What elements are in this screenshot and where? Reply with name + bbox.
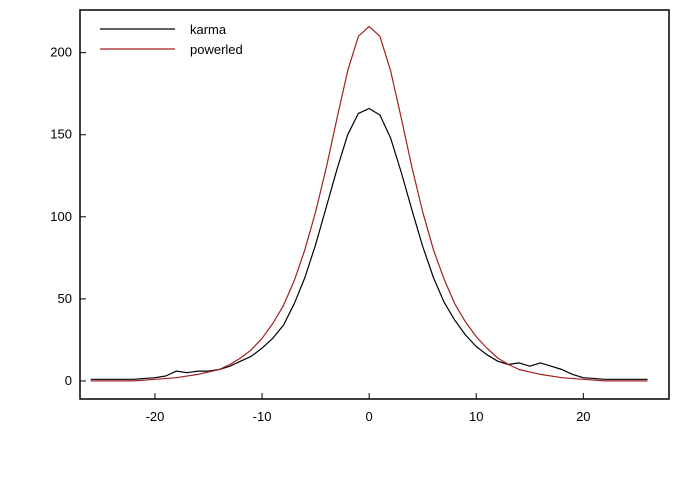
y-tick-label: 150 xyxy=(50,127,72,142)
x-tick-label: 20 xyxy=(576,409,590,424)
legend: karma powerled xyxy=(100,22,243,57)
y-tick-label: 50 xyxy=(58,291,72,306)
x-tick-label: 0 xyxy=(366,409,373,424)
series-line-karma xyxy=(90,107,648,380)
x-tick-label: -10 xyxy=(253,409,272,424)
series-layer xyxy=(90,25,648,382)
x-axis: -20 -10 0 10 20 xyxy=(146,393,591,424)
y-tick-label: 200 xyxy=(50,45,72,60)
x-tick-label: 10 xyxy=(469,409,483,424)
y-tick-label: 0 xyxy=(65,373,72,388)
y-tick-label: 100 xyxy=(50,209,72,224)
y-axis: 0 50 100 150 200 xyxy=(50,45,86,388)
legend-label-powerled: powerled xyxy=(190,42,243,57)
plot-area-frame xyxy=(79,9,670,400)
legend-label-karma: karma xyxy=(190,22,227,37)
series-line-powerled xyxy=(90,25,648,382)
x-tick-label: -20 xyxy=(146,409,165,424)
